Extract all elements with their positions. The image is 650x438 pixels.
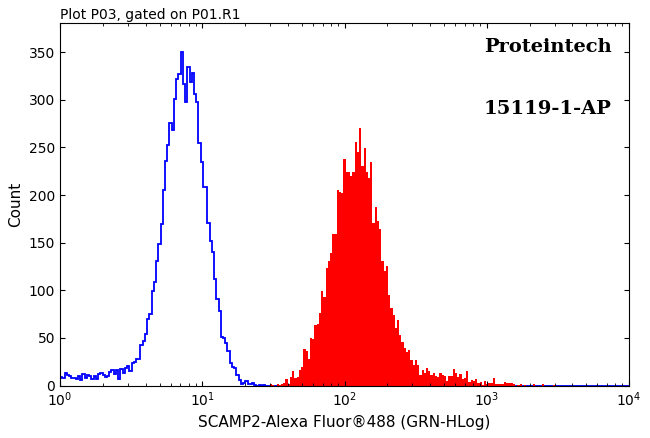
Text: Proteintech: Proteintech <box>484 38 612 56</box>
Y-axis label: Count: Count <box>8 182 23 227</box>
Text: 15119-1-AP: 15119-1-AP <box>484 99 612 117</box>
X-axis label: SCAMP2-Alexa Fluor®488 (GRN-HLog): SCAMP2-Alexa Fluor®488 (GRN-HLog) <box>198 415 491 430</box>
Text: Plot P03, gated on P01.R1: Plot P03, gated on P01.R1 <box>60 8 240 22</box>
